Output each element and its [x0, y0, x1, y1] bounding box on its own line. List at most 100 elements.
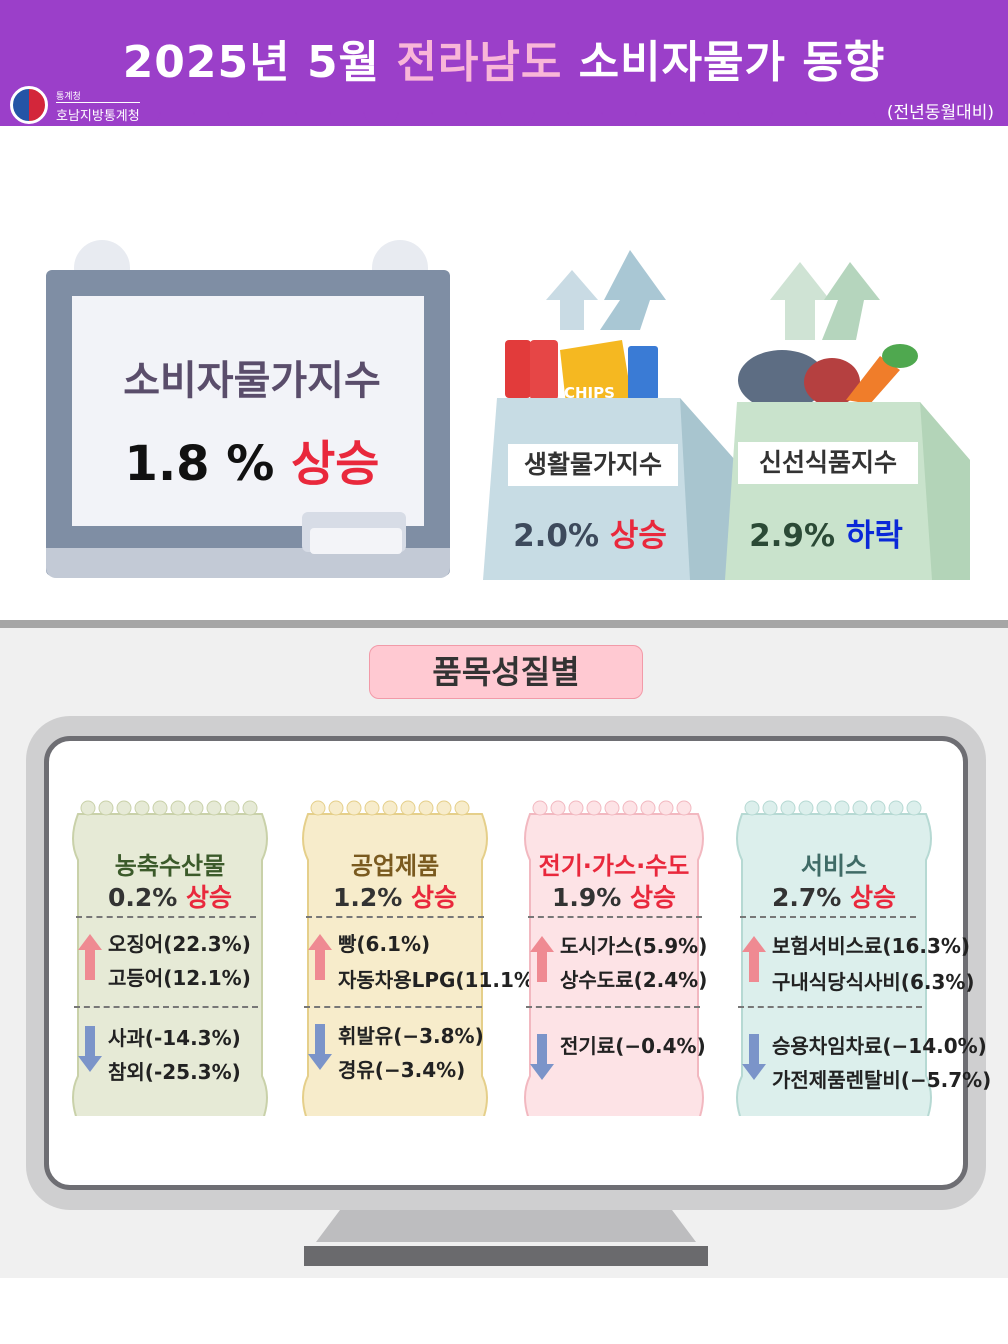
decrease-item: 사과(-14.3%)	[108, 1026, 241, 1050]
scallop-bump	[398, 112, 432, 126]
scallop-bump	[364, 112, 398, 126]
fresh-bag-side	[920, 402, 970, 580]
increase-item: 자동차용LPG(11.1%)	[338, 968, 544, 992]
scallop-bump	[330, 112, 364, 126]
scallop-bump	[92, 112, 126, 126]
arrow-down-icon	[78, 1026, 102, 1072]
scallop-bump	[806, 112, 840, 126]
dashed-divider	[76, 916, 256, 918]
category-ticket: 전기·가스·수도 1.9% 상승	[516, 800, 712, 1136]
ticket-shape	[736, 800, 932, 1116]
increase-item: 구내식당식사비(6.3%)	[772, 970, 975, 994]
logo-agency-parent: 통계청	[56, 92, 81, 102]
scallop-bump	[602, 112, 636, 126]
scallop-bump	[738, 112, 772, 126]
ticket-title: 전기·가스·수도	[538, 852, 690, 880]
scallop-bump	[534, 112, 568, 126]
arrow-down-icon	[308, 1024, 332, 1070]
dashed-divider	[738, 1006, 922, 1008]
scallop-bump	[908, 112, 942, 126]
arrow-up-icon	[530, 936, 554, 982]
title-suffix: 소비자물가 동향	[562, 37, 886, 88]
chips-bag-icon	[560, 340, 632, 404]
ticket-title: 서비스	[800, 852, 868, 880]
whiteboard-surface	[72, 296, 424, 526]
living-bag-body	[483, 398, 735, 580]
fresh-rate: 2.9%	[749, 518, 836, 554]
ticket-rate: 1.2%	[332, 883, 412, 912]
can-icon	[628, 346, 658, 400]
scallop-bump	[840, 112, 874, 126]
increase-item: 빵(6.1%)	[338, 932, 431, 956]
cpi-rate: 1.8 %	[124, 436, 275, 492]
fresh-direction: 하락	[845, 518, 903, 554]
ticket-value: 1.2% 상승	[294, 878, 496, 914]
header-banner	[0, 0, 1008, 126]
page-title: 2025년 5월 전라남도 소비자물가 동향	[0, 26, 1008, 90]
fresh-index-value: 2.9% 하락	[728, 510, 924, 555]
scallop-bump	[160, 112, 194, 126]
monitor-stand	[304, 1210, 708, 1266]
scallop-bump	[500, 112, 534, 126]
increase-item: 보험서비스료(16.3%)	[772, 934, 971, 958]
decrease-item: 승용차임차료(−14.0%)	[772, 1034, 987, 1058]
comparison-basis: (전년동월대비)	[886, 103, 994, 123]
decrease-item: 가전제품렌탈비(−5.7%)	[772, 1068, 992, 1092]
increase-item: 오징어(22.3%)	[108, 932, 251, 956]
ticket-value: 2.7% 상승	[728, 878, 940, 914]
arrow-down-icon	[742, 1034, 766, 1080]
logo-agency-name: 호남지방통계청	[56, 102, 140, 124]
arrow-up-icon-dark-fresh	[822, 262, 880, 340]
living-bag-side	[680, 398, 735, 580]
ticket-shape	[72, 800, 268, 1116]
fresh-index-label: 신선식품지수	[738, 442, 918, 484]
living-index-value: 2.0% 상승	[490, 510, 690, 555]
increase-item: 도시가스(5.9%)	[560, 934, 708, 958]
chips-text: CHIPS	[564, 384, 615, 402]
decrease-item: 휘발유(−3.8%)	[338, 1024, 484, 1048]
living-index-label: 생활물가지수	[508, 444, 678, 486]
arrow-up-icon	[308, 934, 332, 980]
section-divider	[0, 620, 1008, 628]
scallop-bump	[228, 112, 262, 126]
scallop-bump	[942, 112, 976, 126]
ticket-rate: 2.7%	[771, 883, 851, 912]
ticket-value: 0.2% 상승	[64, 878, 276, 914]
arrow-up-icon-light-fresh	[770, 262, 830, 340]
meat-icon	[804, 358, 860, 406]
living-direction: 상승	[609, 518, 667, 554]
ticket-shape	[524, 800, 704, 1116]
scallop-bump	[976, 112, 1008, 126]
title-region: 전라남도	[396, 37, 563, 88]
taegeuk-logo-icon	[10, 86, 48, 124]
living-rate: 2.0%	[513, 518, 600, 554]
agency-logo: 통계청 호남지방통계청	[10, 86, 150, 126]
fish-icon	[738, 350, 826, 410]
ticket-title: 농축수산물	[114, 852, 226, 880]
title-prefix: 2025년 5월	[122, 37, 397, 88]
dashed-divider	[740, 916, 916, 918]
ticket-shape	[302, 800, 488, 1116]
scallop-bump	[466, 112, 500, 126]
ticket-direction: 상승	[186, 883, 233, 912]
cpi-label: 소비자물가지수	[123, 358, 381, 404]
dashed-divider	[74, 1006, 258, 1008]
scallop-bump	[194, 112, 228, 126]
increase-item: 상수도료(2.4%)	[560, 968, 708, 992]
decrease-item: 경유(−3.4%)	[338, 1058, 466, 1082]
ticket-rate: 0.2%	[107, 883, 187, 912]
arrow-up-icon	[742, 936, 766, 982]
carrot-icon	[846, 356, 900, 404]
arrow-up-icon-light	[546, 270, 598, 330]
dashed-divider	[304, 1006, 482, 1008]
arrow-up-icon-dark	[600, 250, 666, 330]
scallop-bump	[126, 112, 160, 126]
scallop-bump	[432, 112, 466, 126]
category-ticket: 공업제품 1.2% 상승	[294, 800, 496, 1136]
scallop-bump	[772, 112, 806, 126]
dashed-divider	[526, 1006, 700, 1008]
arrow-up-icon	[78, 934, 102, 980]
ticket-direction: 상승	[850, 883, 897, 912]
decrease-item: 참외(-25.3%)	[108, 1060, 241, 1084]
ticket-rate: 1.9%	[551, 883, 631, 912]
